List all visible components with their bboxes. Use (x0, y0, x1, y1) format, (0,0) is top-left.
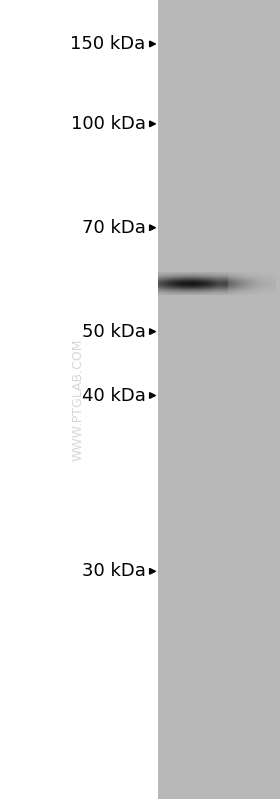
Text: 40 kDa: 40 kDa (82, 387, 146, 404)
Text: 100 kDa: 100 kDa (71, 115, 146, 133)
Text: 50 kDa: 50 kDa (82, 323, 146, 340)
Text: 70 kDa: 70 kDa (82, 219, 146, 237)
Text: WWW.PTGLAB.COM: WWW.PTGLAB.COM (72, 338, 85, 461)
Text: 150 kDa: 150 kDa (70, 35, 146, 53)
Text: 30 kDa: 30 kDa (82, 562, 146, 580)
Bar (158, 0, 280, 799)
